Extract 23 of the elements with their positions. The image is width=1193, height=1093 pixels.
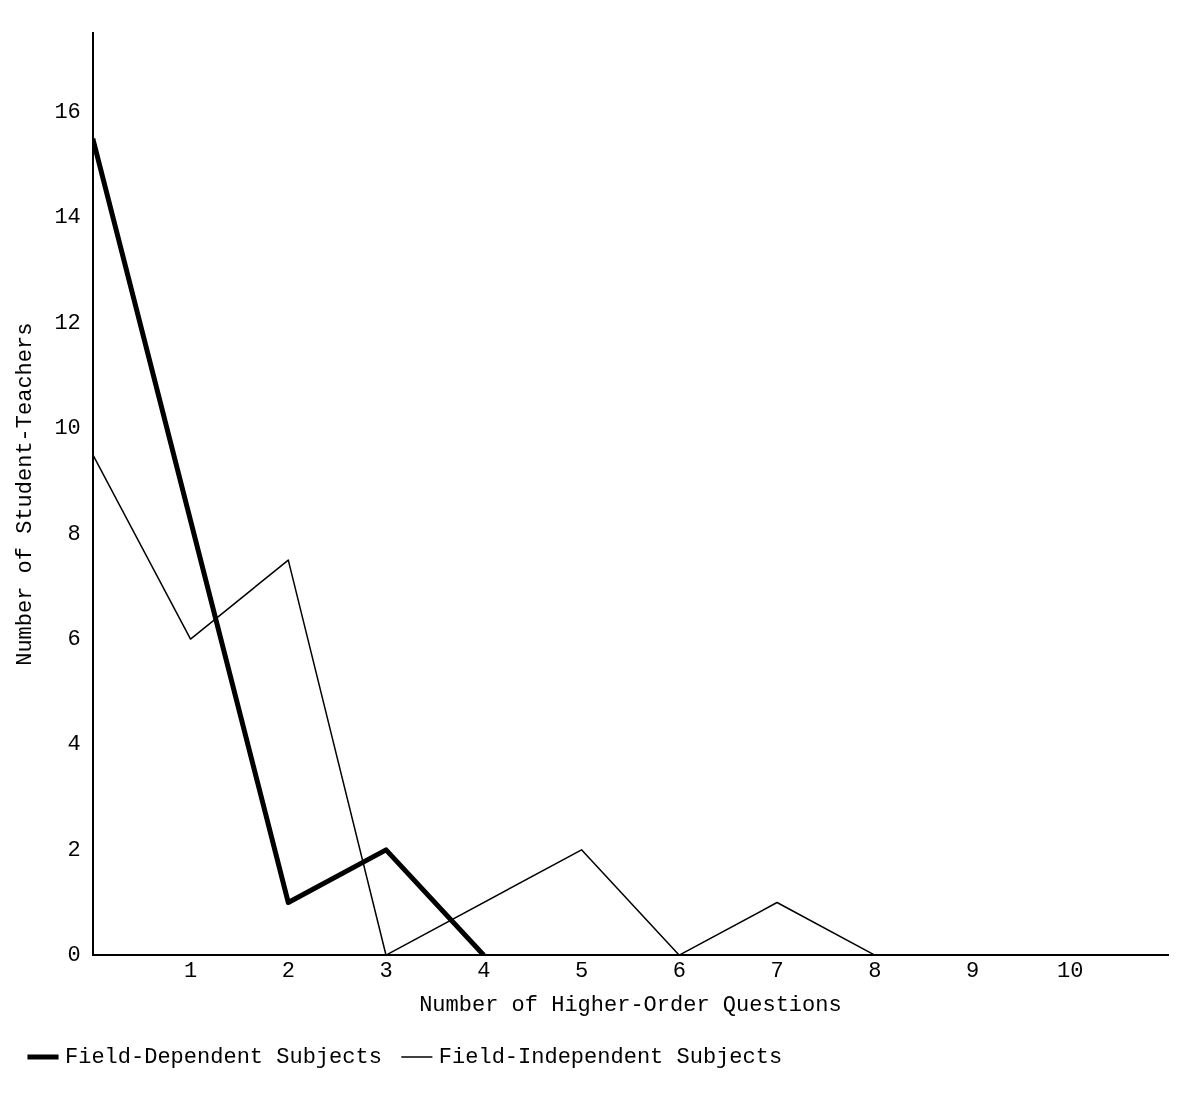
x-tick-label: 8 bbox=[868, 959, 882, 985]
y-tick-label: 4 bbox=[67, 732, 81, 758]
x-tick-label: 2 bbox=[281, 959, 295, 985]
legend-label: Field-Dependent Subjects bbox=[65, 1044, 382, 1070]
x-tick-label: 3 bbox=[379, 959, 393, 985]
x-tick-label: 4 bbox=[477, 959, 491, 985]
y-tick-label: 12 bbox=[54, 310, 81, 336]
y-tick-label: 14 bbox=[54, 205, 81, 231]
y-tick-label: 8 bbox=[67, 521, 81, 547]
x-axis-title: Number of Higher-Order Questions bbox=[419, 992, 842, 1018]
y-tick-label: 10 bbox=[54, 416, 81, 442]
x-tick-label: 5 bbox=[574, 959, 589, 985]
y-tick-label: 0 bbox=[67, 943, 81, 969]
y-axis-title: Number of Student-Teachers bbox=[13, 322, 39, 666]
y-tick-label: 2 bbox=[67, 837, 81, 863]
x-tick-label: 7 bbox=[770, 959, 784, 985]
x-tick-label: 6 bbox=[672, 959, 686, 985]
y-tick-label: 16 bbox=[54, 100, 81, 126]
x-tick-label: 9 bbox=[965, 959, 980, 985]
x-tick-label: 1 bbox=[183, 959, 198, 985]
legend-label: Field-Independent Subjects bbox=[438, 1044, 783, 1070]
y-tick-label: 6 bbox=[67, 626, 81, 652]
x-tick-label: 10 bbox=[1057, 959, 1084, 985]
